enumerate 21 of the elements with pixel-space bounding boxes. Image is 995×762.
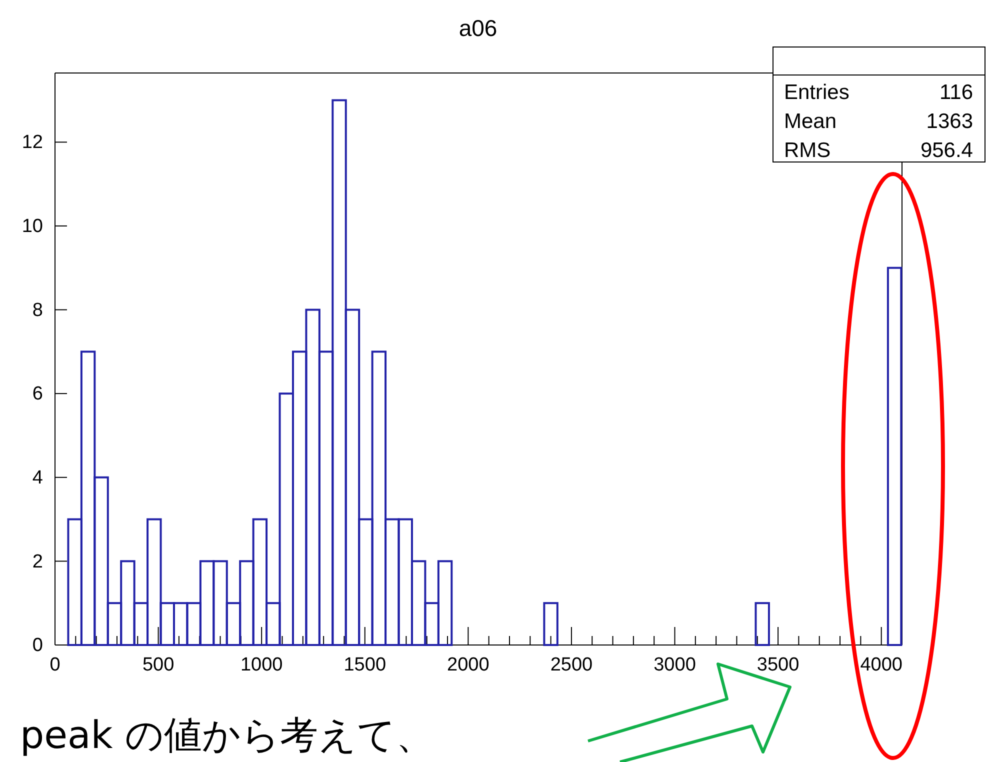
- x-tick-label: 1500: [344, 654, 386, 676]
- y-tick-label: 2: [32, 551, 43, 572]
- text: Entries 116: [784, 81, 973, 104]
- x-tick-label: 0: [50, 654, 60, 676]
- text: peak の値から考えて、: [20, 713, 434, 757]
- chart-title: a06: [458, 15, 498, 41]
- x-tick-label: 3500: [756, 654, 800, 676]
- y-tick-label: 6: [32, 384, 43, 405]
- text: Mean 1363: [784, 110, 973, 133]
- y-tick-label: 0: [32, 635, 43, 656]
- x-tick-label: 4000: [860, 654, 902, 676]
- y-tick-label: 4: [32, 467, 44, 488]
- x-tick-label: 3000: [654, 654, 696, 676]
- y-tick-label: 12: [22, 132, 43, 154]
- x-tick-label: 500: [142, 654, 174, 676]
- y-tick-label: 8: [32, 300, 43, 321]
- x-tick-label: 2000: [447, 654, 490, 676]
- x-tick-label: 2500: [550, 654, 593, 676]
- x-tick-label: 1000: [240, 654, 283, 676]
- text: RMS 956.4: [784, 139, 973, 162]
- y-tick-label: 10: [22, 216, 43, 238]
